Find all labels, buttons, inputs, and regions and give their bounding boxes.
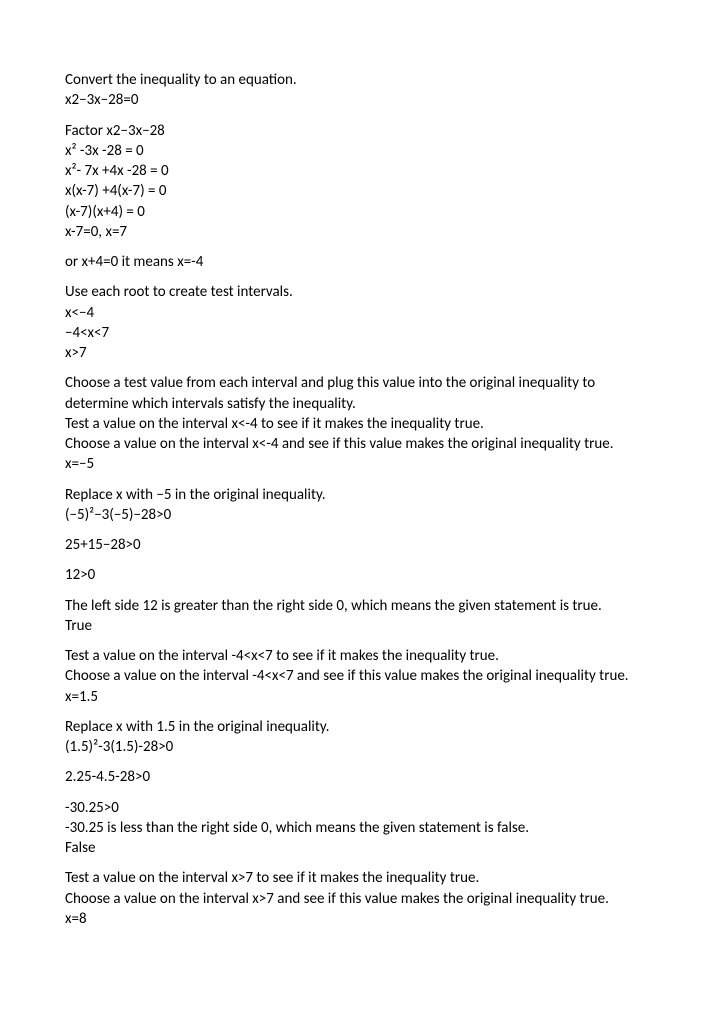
text-line: 12>0 [65, 565, 659, 585]
paragraph: -30.25>0-30.25 is less than the right si… [65, 798, 659, 859]
text-line: x-7=0, x=7 [65, 222, 659, 242]
text-line: -30.25>0 [65, 798, 659, 818]
text-line: Choose a value on the interval x<-4 and … [65, 434, 659, 454]
text-line: (−5)²−3(−5)−28>0 [65, 505, 659, 525]
text-line: Replace x with 1.5 in the original inequ… [65, 717, 659, 737]
paragraph: 2.25-4.5-28>0 [65, 767, 659, 787]
paragraph: 12>0 [65, 565, 659, 585]
text-line: True [65, 616, 659, 636]
paragraph: Factor x2−3x−28x² -3x -28 = 0x²- 7x +4x … [65, 121, 659, 243]
text-line: or x+4=0 it means x=-4 [65, 252, 659, 272]
text-line: x=1.5 [65, 687, 659, 707]
paragraph: Convert the inequality to an equation.x2… [65, 70, 659, 111]
paragraph: Use each root to create test intervals.x… [65, 282, 659, 363]
paragraph: Choose a test value from each interval a… [65, 373, 659, 474]
text-line: -30.25 is less than the right side 0, wh… [65, 818, 659, 838]
text-line: Test a value on the interval x>7 to see … [65, 868, 659, 888]
text-line: 25+15−28>0 [65, 535, 659, 555]
text-line: x² -3x -28 = 0 [65, 141, 659, 161]
text-line: Test a value on the interval x<-4 to see… [65, 414, 659, 434]
paragraph: Test a value on the interval x>7 to see … [65, 868, 659, 929]
text-line: Choose a test value from each interval a… [65, 373, 659, 414]
text-line: False [65, 838, 659, 858]
paragraph: Replace x with −5 in the original inequa… [65, 485, 659, 526]
paragraph: or x+4=0 it means x=-4 [65, 252, 659, 272]
text-line: 2.25-4.5-28>0 [65, 767, 659, 787]
text-line: x=8 [65, 909, 659, 929]
paragraph: 25+15−28>0 [65, 535, 659, 555]
text-line: Choose a value on the interval x>7 and s… [65, 889, 659, 909]
text-line: Use each root to create test intervals. [65, 282, 659, 302]
text-line: (x-7)(x+4) = 0 [65, 202, 659, 222]
text-line: Convert the inequality to an equation. [65, 70, 659, 90]
text-line: x(x-7) +4(x-7) = 0 [65, 181, 659, 201]
text-line: Test a value on the interval -4<x<7 to s… [65, 646, 659, 666]
text-line: x<−4 [65, 303, 659, 323]
text-line: −4<x<7 [65, 323, 659, 343]
text-line: Factor x2−3x−28 [65, 121, 659, 141]
text-line: The left side 12 is greater than the rig… [65, 596, 659, 616]
text-line: x=−5 [65, 454, 659, 474]
document-page: Convert the inequality to an equation.x2… [0, 0, 724, 979]
paragraph: Test a value on the interval -4<x<7 to s… [65, 646, 659, 707]
text-line: x>7 [65, 343, 659, 363]
paragraph: The left side 12 is greater than the rig… [65, 596, 659, 637]
text-line: (1.5)²-3(1.5)-28>0 [65, 737, 659, 757]
text-line: x²- 7x +4x -28 = 0 [65, 161, 659, 181]
text-line: Replace x with −5 in the original inequa… [65, 485, 659, 505]
text-line: Choose a value on the interval -4<x<7 an… [65, 666, 659, 686]
text-line: x2−3x−28=0 [65, 90, 659, 110]
paragraph: Replace x with 1.5 in the original inequ… [65, 717, 659, 758]
